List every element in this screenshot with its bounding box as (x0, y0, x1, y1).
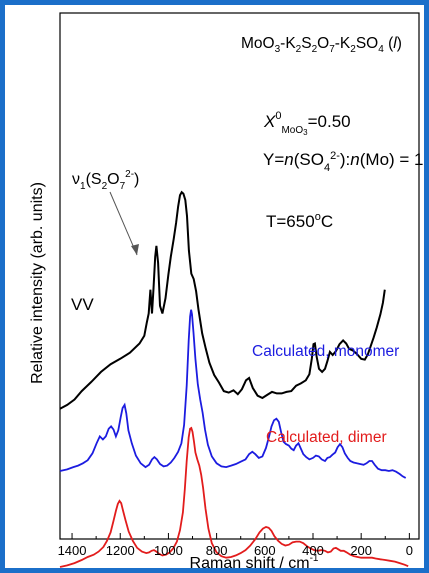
annotation-temperature: T=650oC (266, 211, 333, 231)
series-line-vv (60, 192, 385, 409)
series-line-monomer (60, 310, 406, 478)
x-axis-label: Raman shift / cm-1 (190, 553, 319, 572)
plot-area (60, 13, 419, 539)
x-tick-label: 1400 (58, 543, 87, 558)
annotation-vv: VV (71, 295, 94, 314)
x-tick-label: 200 (350, 543, 372, 558)
x-tick-label: 1000 (154, 543, 183, 558)
annotation-arrow-head (131, 244, 139, 255)
label-monomer: Calculated, monomer (252, 343, 399, 360)
x-tick-label: 0 (406, 543, 413, 558)
annotation-composition: X0MoO3=0.50 (263, 110, 351, 137)
annotation-peak-label: ν1(S2O72-) (72, 169, 139, 192)
annotation-ratio: Y=n(SO42-):n(Mo) = 1 (263, 150, 424, 174)
chart-title: MoO3-K2S2O7-K2SO4 (l) (241, 35, 402, 55)
y-axis-label: Relative intensity (arb. units) (29, 182, 46, 384)
label-dimer: Calculated, dimer (266, 429, 387, 446)
x-tick-label: 1200 (106, 543, 135, 558)
